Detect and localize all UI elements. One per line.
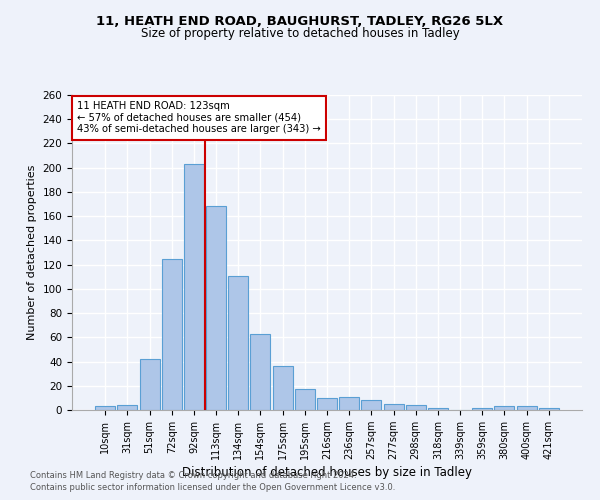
Bar <box>295 390 315 410</box>
Bar <box>428 408 448 410</box>
Bar <box>95 406 115 410</box>
Bar <box>361 400 382 410</box>
X-axis label: Distribution of detached houses by size in Tadley: Distribution of detached houses by size … <box>182 466 472 479</box>
Bar <box>272 366 293 410</box>
Bar <box>162 258 182 410</box>
Text: 11, HEATH END ROAD, BAUGHURST, TADLEY, RG26 5LX: 11, HEATH END ROAD, BAUGHURST, TADLEY, R… <box>97 15 503 28</box>
Bar <box>140 359 160 410</box>
Text: 11 HEATH END ROAD: 123sqm
← 57% of detached houses are smaller (454)
43% of semi: 11 HEATH END ROAD: 123sqm ← 57% of detac… <box>77 102 321 134</box>
Bar <box>250 334 271 410</box>
Bar <box>206 206 226 410</box>
Bar <box>472 408 492 410</box>
Bar <box>118 405 137 410</box>
Bar <box>494 406 514 410</box>
Bar <box>517 406 536 410</box>
Text: Size of property relative to detached houses in Tadley: Size of property relative to detached ho… <box>140 28 460 40</box>
Bar <box>228 276 248 410</box>
Bar <box>317 398 337 410</box>
Text: Contains HM Land Registry data © Crown copyright and database right 2024.: Contains HM Land Registry data © Crown c… <box>30 471 356 480</box>
Bar <box>339 396 359 410</box>
Text: Contains public sector information licensed under the Open Government Licence v3: Contains public sector information licen… <box>30 484 395 492</box>
Bar <box>406 405 426 410</box>
Bar <box>383 404 404 410</box>
Bar <box>184 164 204 410</box>
Y-axis label: Number of detached properties: Number of detached properties <box>27 165 37 340</box>
Bar <box>539 408 559 410</box>
